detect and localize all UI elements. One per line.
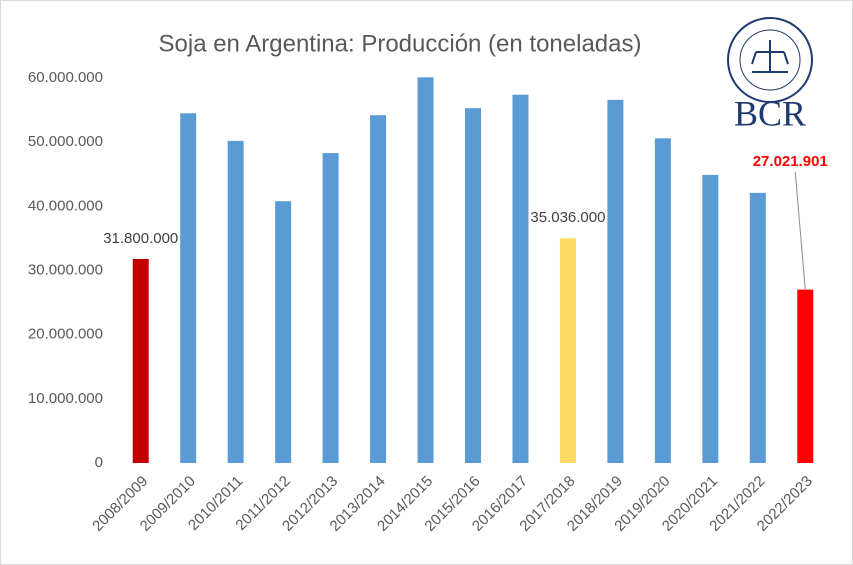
- logo-scale: [751, 40, 789, 73]
- data-label: 27.021.901: [753, 153, 828, 170]
- logo-seal-inner: [739, 29, 801, 91]
- bar: [512, 94, 529, 463]
- bar: [797, 289, 814, 463]
- bar: [465, 108, 481, 464]
- y-tick-label: 20.000.000: [28, 326, 103, 343]
- data-label: 31.800.000: [103, 230, 178, 247]
- y-tick-label: 10.000.000: [28, 390, 103, 407]
- y-tick-label: 0: [95, 454, 103, 471]
- logo-seal: [727, 17, 813, 103]
- bar: [322, 153, 339, 463]
- y-tick-label: 60.000.000: [28, 69, 103, 86]
- y-tick-label: 50.000.000: [28, 133, 103, 150]
- bar: [180, 113, 197, 464]
- bar: [132, 258, 149, 463]
- chart-title: Soja en Argentina: Producción (en tonela…: [159, 30, 642, 57]
- logo-text: BCR: [734, 93, 806, 133]
- bar: [227, 140, 244, 463]
- bar: [275, 201, 292, 463]
- data-label: 35.036.000: [530, 209, 605, 226]
- bar: [749, 192, 766, 463]
- bar: [702, 174, 719, 463]
- bar: [370, 115, 387, 463]
- y-tick-label: 40.000.000: [28, 197, 103, 214]
- leader-line: [794, 171, 806, 290]
- bar: [607, 99, 624, 464]
- logo: BCR: [727, 17, 813, 133]
- bar: [654, 138, 671, 464]
- bar: [559, 238, 576, 463]
- bar: [417, 77, 434, 463]
- y-tick-label: 30.000.000: [28, 261, 103, 278]
